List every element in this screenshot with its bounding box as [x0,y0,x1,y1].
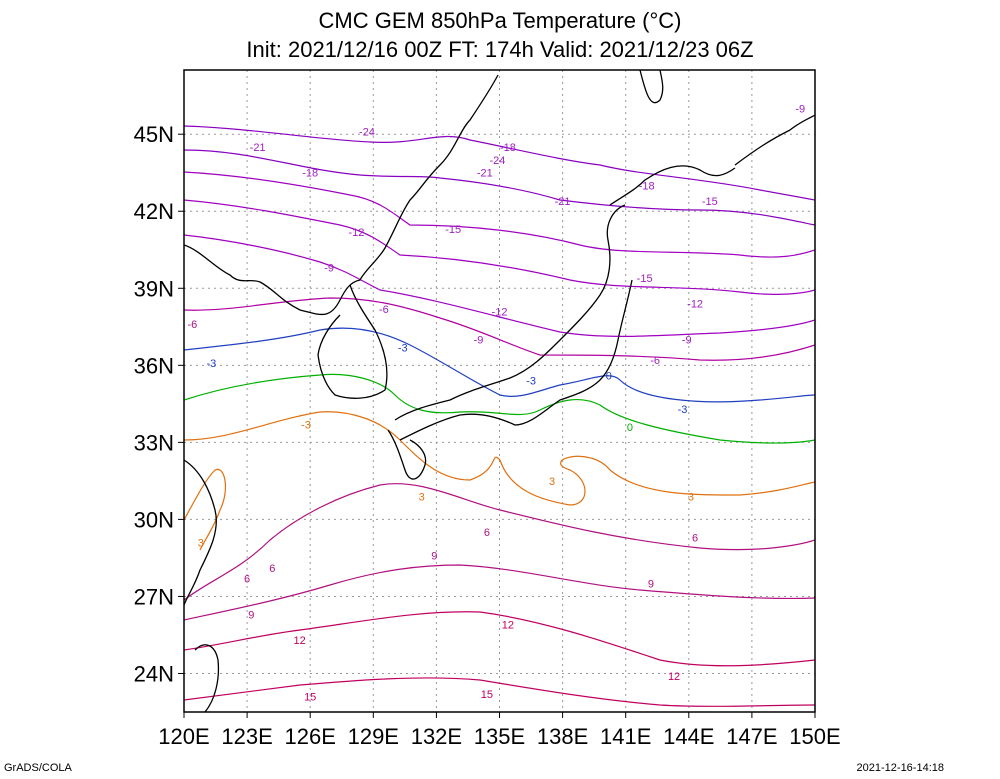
contour-label: -12 [492,306,508,318]
contour-label: 6 [692,532,698,544]
lat-tick-label: 24N [134,661,174,686]
contour-label: -15 [702,196,718,208]
coastline-hokkaido [609,165,736,206]
contour-line [184,373,815,444]
contour-label: -9 [324,263,334,275]
lat-tick-label: 39N [134,276,174,301]
contour-label: 6 [244,573,250,585]
lon-tick-label: 150E [789,724,840,749]
contour-line [184,125,815,201]
contour-label: -12 [687,299,703,311]
axis-ticks: 120E 123E 126E 129E 132E 135E 138E 141E 144E 147E… [134,122,841,749]
contour-label: 6 [484,527,490,539]
contour-label: 3 [549,476,555,488]
contour-line [184,149,815,226]
contour-label: 3 [198,538,204,550]
coastline-sakhalin [639,70,664,104]
contour-label: -18 [500,142,516,154]
contour-line [184,297,815,361]
contour-label: -21 [477,168,493,180]
contour-line [184,411,815,506]
lon-tick-label: 144E [663,724,714,749]
contour-label: -3 [301,419,311,431]
contour-label: -15 [445,224,461,236]
lon-tick-label: 132E [411,724,462,749]
map-subtitle: Init: 2021/12/16 00Z FT: 174h Valid: 202… [246,37,754,62]
contour-line [184,327,815,403]
contour-labels: -24-21-18-24-18-21-21-18-15-12 -15-9-15-1… [188,104,806,704]
coastline-japan-honshu [394,204,626,421]
lat-tick-label: 36N [134,353,174,378]
contour-line [184,483,815,601]
lon-tick-label: 138E [537,724,588,749]
contour-label: -15 [637,273,653,285]
contour-line [184,468,227,551]
lon-tick-label: 120E [158,724,209,749]
contour-line [184,611,815,667]
contour-label: -21 [555,196,571,208]
coastline-japan-south [399,279,633,441]
contour-label: -3 [678,404,688,416]
contour-label: -6 [650,355,660,367]
contour-label: -12 [349,227,365,239]
contour-label: 15 [481,689,493,701]
footer-left: GrADS/COLA [4,762,72,774]
contour-label: -24 [359,127,375,139]
lat-tick-label: 30N [134,507,174,532]
contour-label: -3 [206,358,216,370]
contour-line [184,234,815,337]
lon-tick-label: 135E [474,724,525,749]
contour-label: 9 [248,609,254,621]
contour-label: -18 [302,168,318,180]
coastline-kuril [734,114,815,166]
graticule [184,70,815,712]
lon-tick-label: 147E [726,724,777,749]
contour-label: -3 [398,342,408,354]
coastline-taiwan [194,644,220,712]
contour-label: -18 [639,181,655,193]
coastline-asia [184,74,499,316]
contour-label: 0 [627,422,633,434]
contour-line [184,171,815,258]
coastline-korea [317,284,388,399]
lon-tick-label: 126E [285,724,336,749]
contour-label: -6 [188,319,198,331]
contour-label: 15 [304,692,316,704]
contour-label: 0 [606,371,612,383]
contour-label: -9 [795,104,805,116]
contour-line [184,564,815,621]
contour-label: 12 [502,620,514,632]
contour-label: 12 [668,671,680,683]
contour-label: -3 [526,376,536,388]
lon-tick-label: 141E [600,724,651,749]
lat-tick-label: 33N [134,430,174,455]
lon-tick-label: 129E [348,724,399,749]
contour-label: 6 [269,563,275,575]
contour-label: 12 [294,635,306,647]
contour-label: -9 [682,335,692,347]
contour-label: 9 [648,579,654,591]
contour-label: 3 [419,491,425,503]
contour-line [184,199,815,295]
contour-label: 9 [431,550,437,562]
coastline-china-east [184,459,217,606]
contour-label: -21 [250,142,266,154]
lat-tick-label: 42N [134,199,174,224]
contour-label: -24 [489,155,505,167]
contour-label: -9 [474,335,484,347]
map-title: CMC GEM 850hPa Temperature (°C) [318,8,682,33]
lat-tick-label: 45N [134,122,174,147]
footer-right: 2021-12-16-14:18 [856,762,944,774]
lat-tick-label: 27N [134,584,174,609]
contour-line [184,677,815,707]
lon-tick-label: 123E [221,724,272,749]
contour-label: 3 [688,491,694,503]
coastline-kyushu [387,429,427,480]
contour-label: -6 [379,304,389,316]
